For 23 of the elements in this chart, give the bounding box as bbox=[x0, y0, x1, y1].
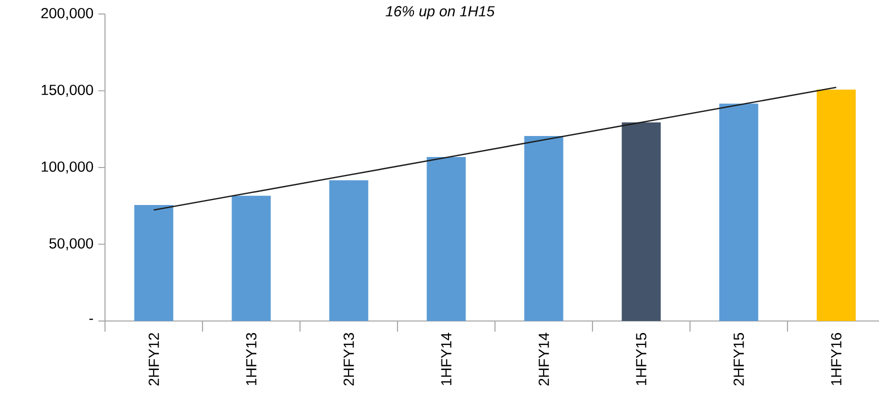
bar bbox=[719, 104, 758, 321]
bar bbox=[232, 196, 271, 321]
bar bbox=[524, 136, 564, 321]
y-tick-label: - bbox=[89, 318, 93, 320]
y-tick-label: 200,000 bbox=[41, 8, 94, 20]
bar bbox=[622, 122, 661, 321]
bar bbox=[329, 180, 368, 321]
bar bbox=[426, 157, 466, 321]
x-tick-label: 2HFY12 bbox=[148, 333, 159, 386]
x-tick-label: 2HFY15 bbox=[734, 333, 744, 386]
line-series bbox=[153, 86, 837, 211]
x-tick-label: 2HFY13 bbox=[344, 333, 354, 386]
bar bbox=[816, 90, 856, 321]
y-tick-label: 150,000 bbox=[42, 84, 94, 97]
x-tick-label: 1HFY16 bbox=[831, 333, 842, 386]
bar bbox=[134, 204, 174, 321]
y-tick-label: 100,000 bbox=[42, 161, 94, 174]
x-tick-label: 2HFY14 bbox=[538, 332, 549, 386]
annotation: 16% up on 1H15 bbox=[386, 6, 495, 20]
x-tick-label: 1HFY15 bbox=[636, 333, 646, 386]
x-tick-label: 1HFY13 bbox=[246, 333, 256, 386]
x-tick-label: 1HFY14 bbox=[441, 332, 452, 386]
y-tick-label: 50,000 bbox=[49, 238, 94, 250]
